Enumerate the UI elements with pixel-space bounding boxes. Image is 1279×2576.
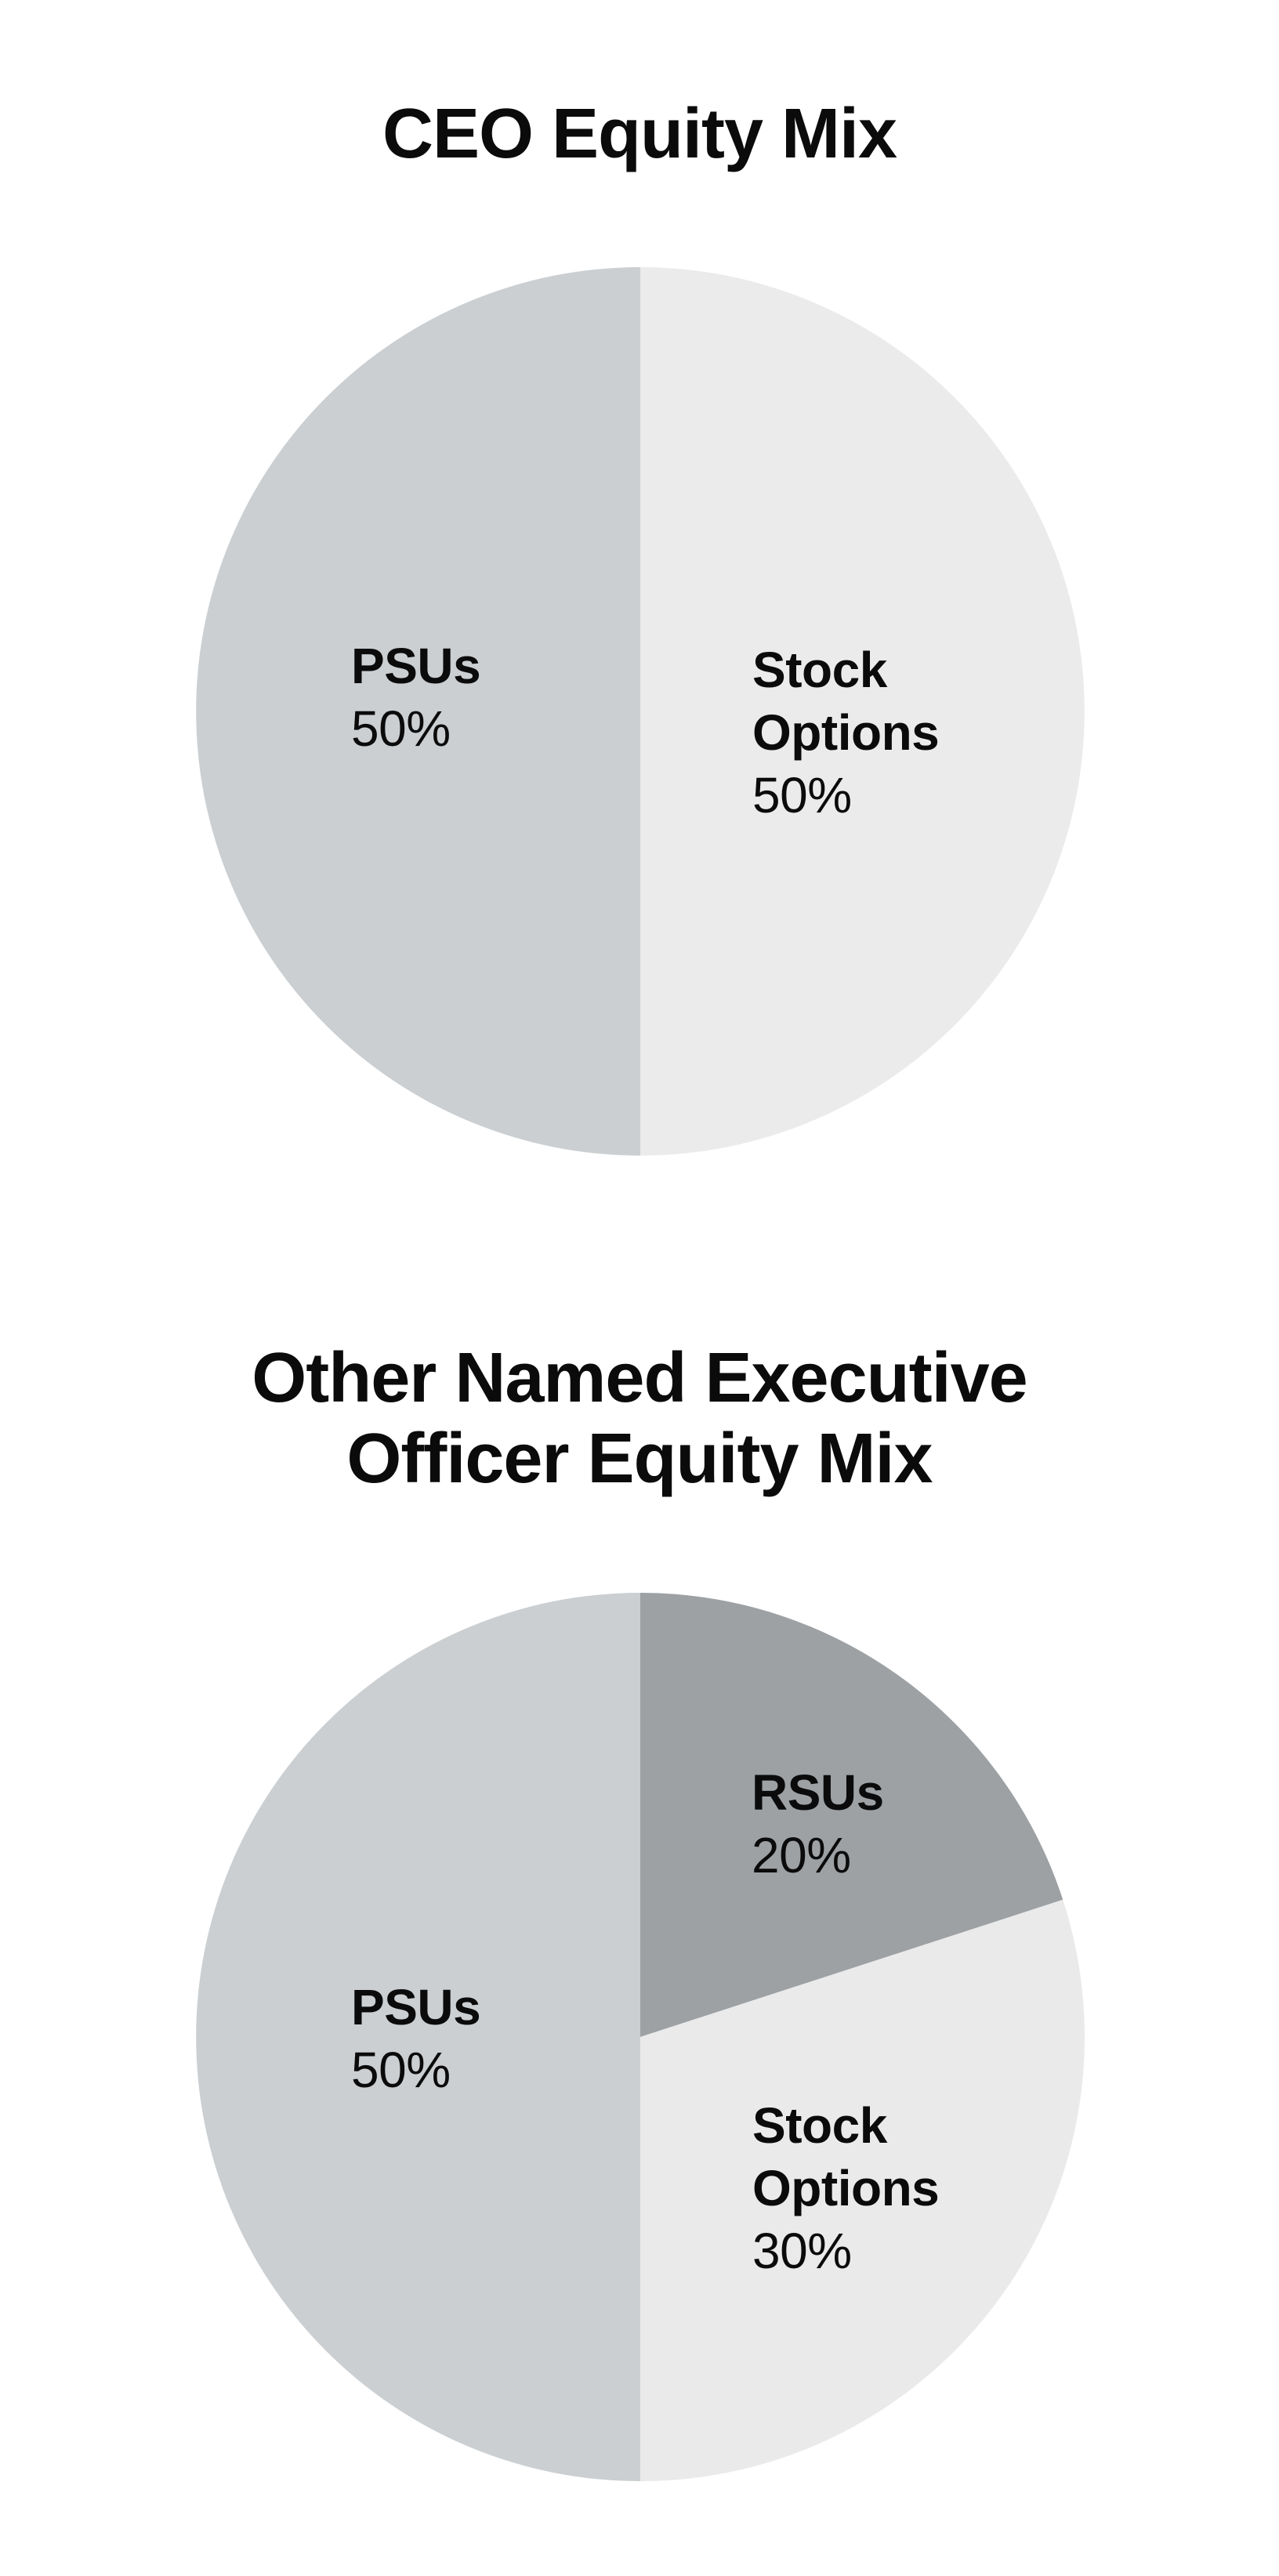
chart2-stock-options-label: Stock Options 30% <box>752 2094 940 2282</box>
chart1-stock-options-label: Stock Options 50% <box>752 639 940 827</box>
slice-percent: 20% <box>752 1827 851 1883</box>
slice-percent: 50% <box>752 767 852 823</box>
chart1-psus-label: PSUs 50% <box>351 635 481 760</box>
chart2-psus-label: PSUs 50% <box>351 1976 481 2101</box>
slice-percent: 50% <box>351 700 451 757</box>
slice-percent: 30% <box>752 2223 852 2279</box>
other-neo-equity-mix-pie-chart <box>196 1593 1085 2481</box>
pie-slice-stock-options <box>640 1899 1085 2481</box>
ceo-equity-mix-pie-chart <box>196 267 1085 1156</box>
slice-name: PSUs <box>351 638 481 694</box>
slice-name: PSUs <box>351 1979 481 2035</box>
pie-slice-psus <box>196 1593 640 2481</box>
chart1-title: CEO Equity Mix <box>382 95 897 173</box>
slice-name: Stock Options <box>752 2097 940 2216</box>
slice-name: Stock Options <box>752 642 940 761</box>
slice-name: RSUs <box>752 1764 884 1821</box>
pie-slice-stock-options <box>640 267 1085 1156</box>
chart2-rsus-label: RSUs 20% <box>752 1761 884 1887</box>
slice-percent: 50% <box>351 2042 451 2098</box>
pie-slice-psus <box>196 267 640 1156</box>
chart2-title: Other Named Executive Officer Equity Mix <box>252 1339 1027 1498</box>
pie-slice-rsus <box>640 1593 1063 2037</box>
